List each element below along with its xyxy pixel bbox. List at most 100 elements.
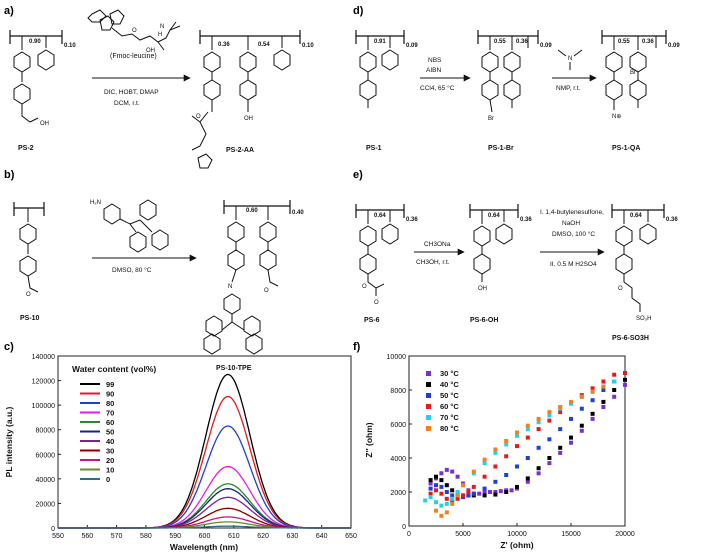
chart-f-point [579,394,584,399]
chart-f-point [623,382,627,387]
chart-f-point [515,433,519,438]
chart-f-ylabel: Z'' (ohm) [364,422,374,457]
chart-c-xtick-label: 620 [257,533,269,540]
panel-label-b: b) [4,169,15,181]
chart-c-ytick-label: 20000 [36,501,56,508]
chart-f-point [439,484,444,489]
svg-text:N⊕: N⊕ [612,114,621,120]
chart-f-point [547,413,552,418]
svg-text:O: O [26,292,31,298]
scheme-e-step2-line4: II. 0.5 M H2SO4 [550,261,597,268]
chart-f-point [461,493,465,498]
chart-f-point [450,469,455,474]
chart-f-point [471,484,476,489]
chart-f-ytick-label: 2000 [390,490,406,497]
chart-f-point [558,445,563,450]
nyquist-chart: 0 2000 4000 6000 8000 10000 0 5000 10000 15000 20… [364,354,635,550]
svg-text:H: H [158,32,162,38]
panel-label-f: f) [353,341,361,353]
scheme-a-cond-1: DIC, HOBT, DMAP [104,89,159,96]
chart-f-point [455,474,460,479]
svg-text:SO₃H: SO₃H [636,316,651,322]
chart-f-point [536,420,541,425]
ps1qa-subscript-2: 0.36 [642,39,654,45]
scheme-d-step1-line1: NBS [428,57,442,64]
chart-f-point [547,437,552,442]
chart-c-series-line-0 [58,525,351,529]
ps10tpe-label: PS-10-TPE [216,365,252,372]
panel-label-a: a) [4,5,14,17]
scheme-d-step1-line2: AIBN [426,67,441,74]
chart-f-point [482,474,487,479]
chart-f-point [504,442,509,447]
chart-f-point [515,430,519,435]
chart-f-point [515,444,519,449]
svg-text:H₂N: H₂N [90,200,101,206]
chart-f-legend-swatch [426,415,431,420]
chart-f-point [504,439,509,443]
chart-f-point [450,496,455,501]
svg-text:O: O [264,288,269,294]
chart-f-point [569,435,573,440]
ps6oh-label: PS-6-OH [470,317,498,324]
chart-f-point [482,486,487,491]
chart-c-legend-title: Water content (vol%) [72,364,156,374]
ps2-label: PS-2 [18,145,34,152]
chart-c-series-line-40 [58,496,351,529]
scheme-e-step1-line2: CH3OH, r.t. [416,259,450,266]
ps1qa-subscript-3: 0.09 [668,43,680,49]
chart-c-xtick-label: 550 [52,533,64,540]
scheme-e-step2-line1: I. 1,4-butylenesulfone, [540,209,604,216]
chart-f-point [428,491,433,496]
chart-f-point [450,488,455,493]
chart-f-point [558,427,563,432]
chart-f-point [493,450,498,455]
chart-c-ytick-label: 0 [51,526,55,533]
chart-f-point [569,440,573,445]
chart-f-point [612,379,617,384]
chart-c-legend-label: 90 [106,390,114,399]
ps2aa-subscript-2: 0.54 [258,42,270,48]
chart-c-legend-label: 60 [106,418,114,427]
chart-f-point [601,384,606,389]
ps6so3h-subscript-1: 0.64 [630,213,642,219]
panel-label-e: e) [353,169,363,181]
chart-f-point [579,423,584,428]
scheme-e-step2-line2: NaOH [562,220,580,227]
chart-f-point [569,399,573,404]
chart-f-x-ticks: 0 5000 10000 15000 20000 [407,523,635,538]
chart-f-point [558,450,563,455]
chart-c-ytick-label: 140000 [32,354,55,361]
chart-f-point [434,474,438,479]
chart-f-legend-label: 30 °C [440,369,459,378]
chart-f-point [590,389,595,394]
ps1qa-subscript-1: 0.55 [618,39,630,45]
tpe-amine-reagent: H₂N [90,199,169,253]
chart-f-point [439,503,444,508]
chart-f-point [498,489,503,494]
ps6oh-structure: OH 0.64 0.36 PS-6-OH [469,204,532,324]
chart-f-point [612,394,617,399]
chart-f-point [482,493,487,498]
ps10tpe-structure: N O 0.60 0.40 PS-10-TPE [203,200,304,372]
pl-spectra-chart: 020000400006000080000100000120000140000 … [4,354,357,552]
chart-f-point [623,371,627,375]
ps10tpe-subscript-2: 0.40 [292,210,304,216]
scheme-a: OH 0.90 0.10 PS-2 OH H N O (Fmoc-leucine… [9,9,314,169]
chart-f-point [547,418,552,423]
chart-f-point [466,493,471,498]
chart-c-xtick-label: 630 [287,533,299,540]
chart-c-series-line-70 [58,465,351,529]
ps1qa-label: PS-1-QA [612,145,640,152]
chart-c-xtick-label: 650 [345,533,357,540]
chart-c-legend-label: 99 [106,380,114,389]
chart-f-point [579,428,584,433]
chart-f-point [461,483,465,488]
svg-text:N: N [568,56,572,62]
chart-f-legend-swatch [426,371,431,376]
chart-c-legend-label: 0 [106,475,110,484]
svg-text:OH: OH [146,48,155,54]
chart-f-point [493,447,498,452]
scheme-e-step2-line3: DMSO, 100 °C [552,230,595,238]
ps1-subscript-1: 0.91 [374,39,386,45]
